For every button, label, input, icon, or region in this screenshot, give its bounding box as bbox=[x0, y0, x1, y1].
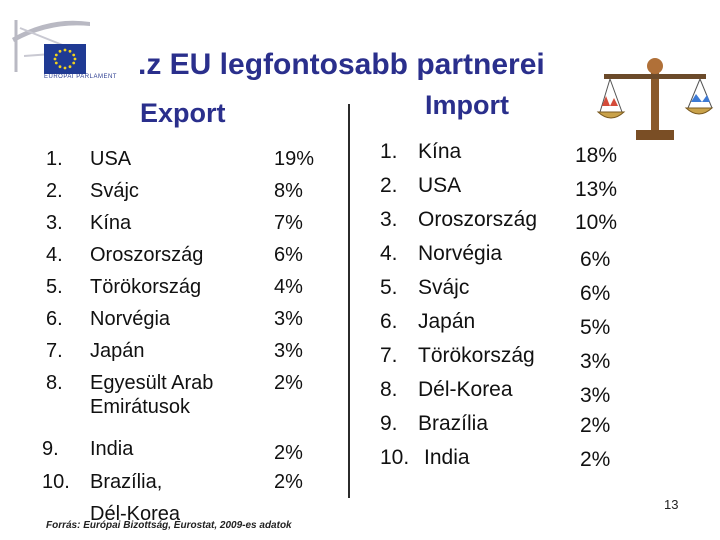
country: USA bbox=[418, 174, 462, 197]
import-list: 1. Kína 18% 2. USA 13% 3. Oroszország 10… bbox=[380, 135, 640, 475]
rank: 10. bbox=[42, 471, 70, 493]
country: Dél-Korea bbox=[418, 378, 513, 401]
rank: 3. bbox=[46, 212, 63, 234]
share: 7% bbox=[274, 212, 303, 234]
list-item: 6. Norvégia 3% bbox=[46, 303, 346, 335]
column-divider bbox=[348, 104, 350, 498]
country: Kína bbox=[418, 140, 462, 163]
rank: 8. bbox=[380, 378, 398, 401]
share: 3% bbox=[274, 340, 303, 362]
logo-label: EURÓPAI PARLAMENT bbox=[44, 74, 117, 80]
rank: 7. bbox=[380, 344, 398, 367]
list-item: 5. Svájc 6% bbox=[380, 271, 640, 305]
country: USA bbox=[90, 148, 132, 170]
share: 2% bbox=[274, 442, 303, 464]
country: Brazília bbox=[418, 412, 489, 435]
country: Brazília, bbox=[90, 471, 163, 493]
rank: 4. bbox=[380, 242, 398, 265]
list-item: 7. Japán 3% bbox=[46, 335, 346, 367]
share: 6% bbox=[580, 282, 611, 305]
country: Japán bbox=[418, 310, 476, 333]
source-note: Forrás: Európai Bizottság, Eurostat, 200… bbox=[46, 520, 292, 531]
eu-flag-icon bbox=[44, 44, 86, 74]
list-item: 6. Japán 5% bbox=[380, 305, 640, 339]
rank: 2. bbox=[380, 174, 398, 197]
share: 2% bbox=[274, 471, 303, 493]
rank: 3. bbox=[380, 208, 398, 231]
list-item: 8. Egyesült Arab Emirátusok 2% bbox=[46, 367, 346, 431]
share: 2% bbox=[580, 414, 611, 437]
country: Törökország bbox=[418, 344, 535, 367]
country: India bbox=[424, 446, 470, 469]
country: Kína bbox=[90, 212, 132, 234]
list-item: 10. Brazília, Dél-Korea 2% bbox=[42, 467, 346, 531]
country: Oroszország bbox=[418, 208, 538, 231]
list-item: 10. India 2% bbox=[380, 441, 640, 475]
rank: 1. bbox=[380, 140, 398, 163]
list-item: 1. Kína 18% bbox=[380, 135, 640, 169]
rank: 9. bbox=[42, 438, 59, 460]
share: 13% bbox=[575, 178, 618, 201]
share: 19% bbox=[274, 148, 315, 170]
country: India bbox=[90, 438, 134, 460]
import-header: Import bbox=[425, 90, 509, 120]
share: 6% bbox=[274, 244, 303, 266]
country-line-2: Emirátusok bbox=[90, 396, 191, 418]
rank: 8. bbox=[46, 372, 63, 394]
list-item: 5. Törökország 4% bbox=[46, 271, 346, 303]
list-item: 1. USA 19% bbox=[46, 143, 346, 175]
rank: 5. bbox=[380, 276, 398, 299]
rank: 9. bbox=[380, 412, 398, 435]
share: 10% bbox=[575, 211, 618, 234]
country-line-2: Dél-Korea bbox=[90, 503, 181, 525]
share: 6% bbox=[580, 248, 611, 271]
rank: 4. bbox=[46, 244, 63, 266]
list-item: 7. Törökország 3% bbox=[380, 339, 640, 373]
list-item: 8. Dél-Korea 3% bbox=[380, 373, 640, 407]
export-header: Export bbox=[140, 98, 226, 128]
share: 4% bbox=[274, 276, 303, 298]
share: 8% bbox=[274, 180, 303, 202]
list-item: 2. Svájc 8% bbox=[46, 175, 346, 207]
list-item: 9. Brazília 2% bbox=[380, 407, 640, 441]
share: 3% bbox=[580, 384, 611, 407]
rank: 6. bbox=[46, 308, 63, 330]
share: 18% bbox=[575, 144, 618, 167]
rank: 7. bbox=[46, 340, 63, 362]
country: Svájc bbox=[418, 276, 470, 299]
share: 5% bbox=[580, 316, 611, 339]
page-title: .z EU legfontosabb partnerei bbox=[138, 48, 545, 81]
page-number: 13 bbox=[664, 497, 679, 512]
rank: 6. bbox=[380, 310, 398, 333]
rank: 10. bbox=[380, 446, 410, 469]
list-item: 2. USA 13% bbox=[380, 169, 640, 203]
country: Törökország bbox=[90, 276, 202, 298]
country: Egyesült Arab bbox=[90, 372, 214, 394]
logo bbox=[10, 8, 140, 88]
list-item: 3. Kína 7% bbox=[46, 207, 346, 239]
country: Svájc bbox=[90, 180, 139, 202]
rank: 2. bbox=[46, 180, 63, 202]
balance-scale-icon bbox=[596, 50, 714, 150]
rank: 1. bbox=[46, 148, 63, 170]
share: 2% bbox=[274, 372, 303, 394]
country: Norvégia bbox=[90, 308, 171, 330]
share: 3% bbox=[274, 308, 303, 330]
list-item: 9. India 2% bbox=[42, 431, 346, 467]
export-list: 1. USA 19% 2. Svájc 8% 3. Kína 7% 4. Oro… bbox=[42, 143, 346, 531]
share: 3% bbox=[580, 350, 611, 373]
list-item: 3. Oroszország 10% bbox=[380, 203, 640, 237]
list-item: 4. Oroszország 6% bbox=[46, 239, 346, 271]
rank: 5. bbox=[46, 276, 63, 298]
share: 2% bbox=[580, 448, 611, 471]
country: Norvégia bbox=[418, 242, 503, 265]
country: Oroszország bbox=[90, 244, 204, 266]
country: Japán bbox=[90, 340, 145, 362]
list-item: 4. Norvégia 6% bbox=[380, 237, 640, 271]
